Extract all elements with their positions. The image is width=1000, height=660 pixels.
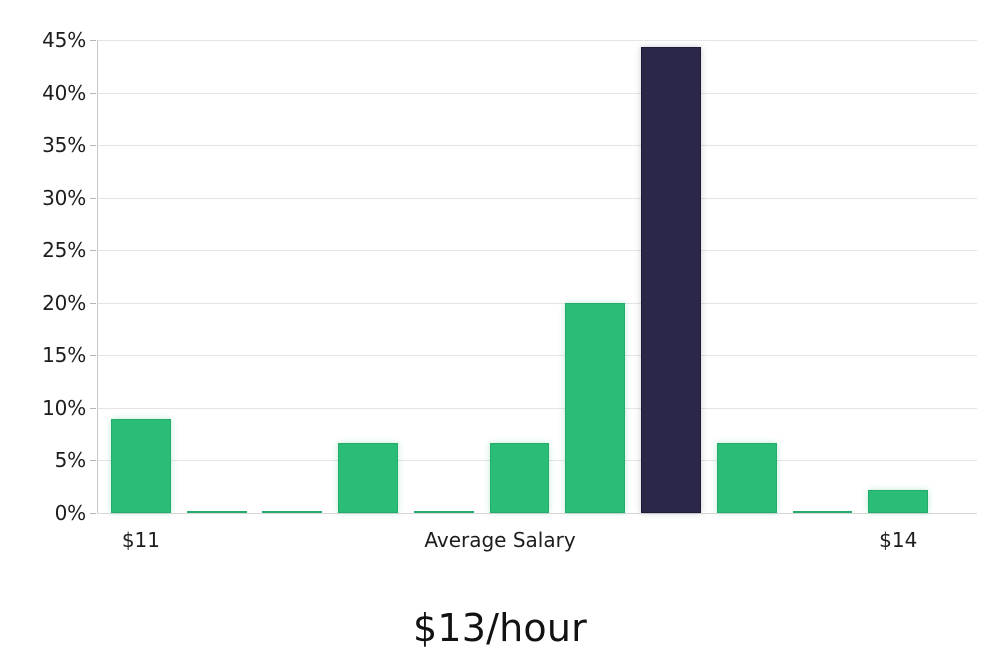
y-axis-tick-mark bbox=[90, 355, 96, 357]
grid-line bbox=[97, 250, 977, 252]
grid-line bbox=[97, 513, 977, 514]
bar[interactable] bbox=[565, 302, 626, 513]
grid-line bbox=[97, 197, 977, 199]
x-axis-title: Average Salary bbox=[424, 528, 576, 552]
bar[interactable] bbox=[338, 442, 398, 513]
x-tick-label-left: $11 bbox=[121, 528, 160, 552]
bar[interactable] bbox=[792, 511, 853, 513]
y-axis-tick-mark bbox=[90, 145, 96, 147]
y-axis-tick-mark bbox=[90, 250, 96, 252]
x-tick-label-right: $14 bbox=[879, 528, 918, 552]
y-axis-tick-label: 45% bbox=[42, 28, 86, 52]
y-axis-tick-labels: 45% 40% 35% 30% 25% 20% 15% 10% 5% 0% bbox=[0, 0, 86, 660]
bar[interactable] bbox=[489, 442, 550, 513]
chart-caption: $13/hour bbox=[413, 606, 587, 650]
y-axis-tick-label: 20% bbox=[42, 290, 86, 315]
y-axis-tick-label: 15% bbox=[42, 343, 86, 368]
bar[interactable] bbox=[111, 419, 171, 513]
y-axis-tick-label: 30% bbox=[42, 185, 86, 210]
y-axis-tick-label: 25% bbox=[42, 238, 86, 263]
grid-line bbox=[97, 407, 977, 409]
y-axis-tick-label: 40% bbox=[42, 80, 86, 105]
grid-line bbox=[97, 145, 977, 147]
bar[interactable] bbox=[716, 442, 777, 513]
bar[interactable] bbox=[186, 511, 247, 513]
grid-line bbox=[97, 40, 977, 41]
y-axis-tick-label: 10% bbox=[42, 395, 86, 420]
bar[interactable] bbox=[868, 489, 929, 513]
y-axis-tick-label: 5% bbox=[54, 448, 87, 473]
bar[interactable] bbox=[262, 511, 323, 513]
plot-area bbox=[97, 40, 977, 514]
y-axis-tick-mark bbox=[90, 197, 96, 199]
y-axis-tick-mark bbox=[90, 40, 96, 41]
y-axis-tick-mark bbox=[90, 513, 96, 514]
y-axis-tick-label: 0% bbox=[54, 501, 87, 525]
y-axis-spine bbox=[97, 40, 98, 513]
y-axis-tick-mark bbox=[90, 92, 96, 94]
bar[interactable] bbox=[413, 511, 474, 513]
y-axis-tick-mark bbox=[90, 407, 96, 409]
y-axis-tick-label: 35% bbox=[42, 133, 86, 158]
grid-line bbox=[97, 302, 977, 304]
bar[interactable] bbox=[641, 47, 701, 513]
y-axis-tick-mark bbox=[90, 460, 96, 462]
grid-line bbox=[97, 355, 977, 357]
y-axis-tick-mark bbox=[90, 302, 96, 304]
grid-line bbox=[97, 92, 977, 94]
